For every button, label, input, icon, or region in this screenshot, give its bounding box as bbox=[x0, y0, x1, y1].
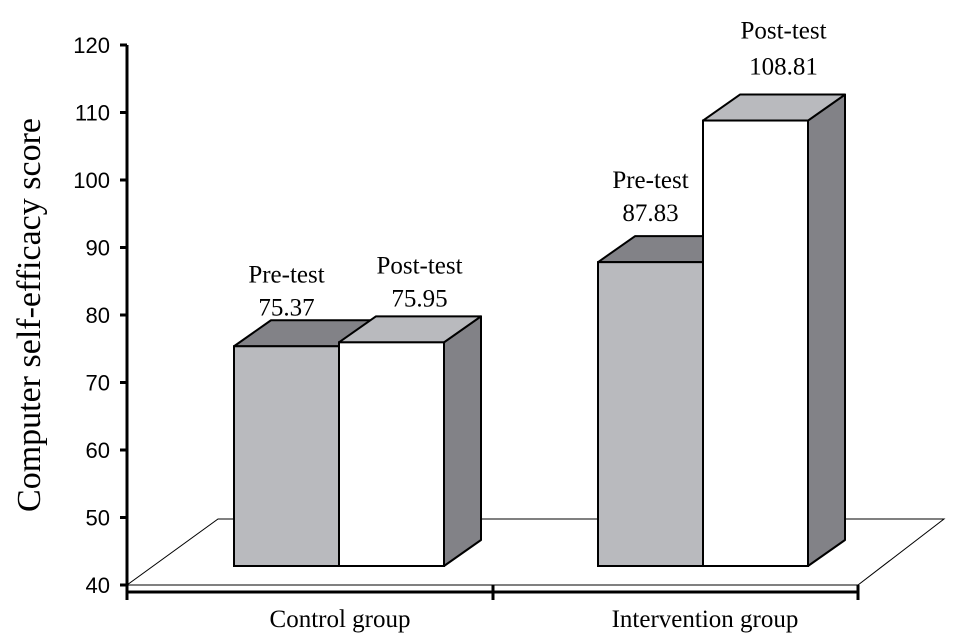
floor-plane bbox=[125, 518, 946, 586]
y-tick-label: 110 bbox=[75, 101, 110, 126]
y-tick-label: 40 bbox=[86, 573, 110, 598]
bar-post-2 bbox=[702, 93, 846, 567]
x-categories: Control group Intervention group bbox=[270, 606, 799, 633]
y-tick-label: 70 bbox=[86, 371, 110, 396]
y-tick-label: 80 bbox=[86, 303, 110, 328]
y-tick-label: 100 bbox=[73, 168, 110, 193]
y-tick-label: 60 bbox=[86, 438, 110, 463]
bar-series-label: Pre-test bbox=[612, 167, 688, 194]
y-tick-label: 90 bbox=[86, 236, 110, 261]
bar-value-label: 108.81 bbox=[749, 54, 818, 81]
bar-value-label: 75.95 bbox=[391, 285, 447, 312]
bars: Pre-test 75.37 Post-test 75.95 Pre-test 87.83… bbox=[233, 18, 846, 567]
bar-pre-1-front bbox=[233, 345, 340, 567]
bar-pre-2-front bbox=[597, 261, 704, 567]
bar-value-label: 75.37 bbox=[258, 294, 314, 321]
bar-series-label: Pre-test bbox=[248, 261, 324, 288]
bar-post-2-side bbox=[807, 93, 846, 567]
bar-post-1-side bbox=[443, 315, 482, 567]
y-tick-label: 120 bbox=[73, 33, 110, 58]
bar-post-2-front bbox=[702, 119, 809, 567]
y-ticks: 40 50 60 70 80 90 100 110 120 bbox=[73, 33, 860, 600]
y-axis-label: Computer self-efficacy score bbox=[11, 118, 48, 512]
x-category-label: Control group bbox=[270, 606, 411, 633]
y-tick-label: 50 bbox=[86, 506, 110, 531]
bar-post-1 bbox=[338, 315, 482, 567]
bar-value-label: 87.83 bbox=[622, 200, 678, 227]
bar-post-1-front bbox=[338, 341, 445, 567]
bar-series-label: Post-test bbox=[740, 18, 826, 45]
bar-series-label: Post-test bbox=[376, 252, 462, 279]
x-category-label: Intervention group bbox=[612, 606, 799, 633]
chart-floor bbox=[125, 518, 946, 586]
